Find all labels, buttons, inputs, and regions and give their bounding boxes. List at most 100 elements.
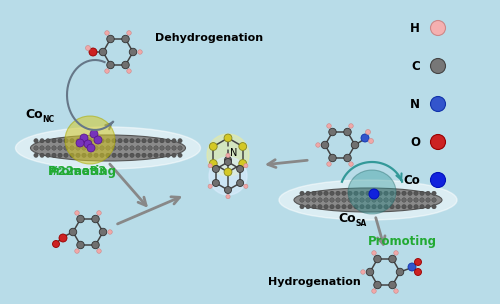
Circle shape <box>396 205 400 209</box>
Circle shape <box>349 162 353 166</box>
Text: Promoting: Promoting <box>48 165 117 178</box>
Circle shape <box>351 141 359 149</box>
Circle shape <box>330 205 334 209</box>
Circle shape <box>40 146 44 150</box>
Circle shape <box>166 146 170 150</box>
Circle shape <box>77 241 84 249</box>
Circle shape <box>420 205 424 209</box>
Circle shape <box>312 205 316 209</box>
Text: Dehydrogenation: Dehydrogenation <box>155 33 263 43</box>
Circle shape <box>52 240 60 247</box>
Circle shape <box>330 198 334 202</box>
Circle shape <box>432 191 436 195</box>
Circle shape <box>148 146 152 150</box>
Circle shape <box>390 191 394 195</box>
Circle shape <box>99 48 107 56</box>
Circle shape <box>124 153 128 157</box>
Text: C: C <box>411 60 420 72</box>
Circle shape <box>88 139 92 143</box>
Circle shape <box>366 268 374 276</box>
Circle shape <box>100 139 104 143</box>
Circle shape <box>46 146 50 150</box>
Circle shape <box>349 124 353 128</box>
Circle shape <box>226 195 230 199</box>
Circle shape <box>124 146 128 150</box>
Circle shape <box>160 139 164 143</box>
Circle shape <box>46 139 50 143</box>
Circle shape <box>106 139 110 143</box>
Circle shape <box>107 61 114 69</box>
Circle shape <box>70 146 74 150</box>
Text: Co: Co <box>403 174 420 186</box>
Circle shape <box>354 205 358 209</box>
Circle shape <box>88 153 92 157</box>
Circle shape <box>104 31 109 35</box>
Circle shape <box>318 205 322 209</box>
Circle shape <box>77 215 84 223</box>
Circle shape <box>414 191 418 195</box>
Circle shape <box>426 198 430 202</box>
Circle shape <box>396 191 400 195</box>
Text: N: N <box>230 148 237 158</box>
Circle shape <box>127 69 131 73</box>
Circle shape <box>420 191 424 195</box>
Circle shape <box>97 211 101 215</box>
Ellipse shape <box>65 116 115 164</box>
Circle shape <box>89 48 97 56</box>
Circle shape <box>90 130 98 138</box>
Circle shape <box>124 139 128 143</box>
Circle shape <box>389 281 396 289</box>
Circle shape <box>432 198 436 202</box>
Circle shape <box>361 134 369 142</box>
Circle shape <box>306 198 310 202</box>
Circle shape <box>88 146 92 150</box>
Circle shape <box>348 198 352 202</box>
Circle shape <box>108 230 112 234</box>
Circle shape <box>344 154 351 162</box>
Circle shape <box>369 189 379 199</box>
Text: Co: Co <box>25 108 42 121</box>
Circle shape <box>372 251 376 255</box>
Circle shape <box>52 153 56 157</box>
Circle shape <box>118 153 122 157</box>
Circle shape <box>210 143 217 150</box>
Circle shape <box>64 153 68 157</box>
Circle shape <box>112 146 116 150</box>
Ellipse shape <box>30 135 186 161</box>
Circle shape <box>348 191 352 195</box>
Text: NC: NC <box>42 115 54 124</box>
Circle shape <box>239 160 246 168</box>
Circle shape <box>378 205 382 209</box>
Circle shape <box>106 146 110 150</box>
Circle shape <box>34 139 38 143</box>
Circle shape <box>430 172 446 188</box>
Circle shape <box>402 198 406 202</box>
Circle shape <box>127 31 131 35</box>
Circle shape <box>172 146 176 150</box>
Circle shape <box>106 153 110 157</box>
Circle shape <box>166 153 170 157</box>
Circle shape <box>208 164 212 168</box>
Circle shape <box>40 139 44 143</box>
Circle shape <box>354 191 358 195</box>
Circle shape <box>224 158 232 165</box>
Circle shape <box>210 160 217 168</box>
Circle shape <box>34 153 38 157</box>
Ellipse shape <box>348 170 396 214</box>
Circle shape <box>130 146 134 150</box>
Circle shape <box>160 153 164 157</box>
Circle shape <box>374 255 382 263</box>
Circle shape <box>148 139 152 143</box>
Circle shape <box>430 58 446 74</box>
Circle shape <box>82 139 86 143</box>
Circle shape <box>366 205 370 209</box>
Circle shape <box>99 228 107 236</box>
Circle shape <box>372 198 376 202</box>
Circle shape <box>58 146 62 150</box>
Circle shape <box>378 191 382 195</box>
Circle shape <box>366 198 370 202</box>
Circle shape <box>136 139 140 143</box>
Circle shape <box>136 153 140 157</box>
Circle shape <box>360 191 364 195</box>
Circle shape <box>105 69 109 73</box>
